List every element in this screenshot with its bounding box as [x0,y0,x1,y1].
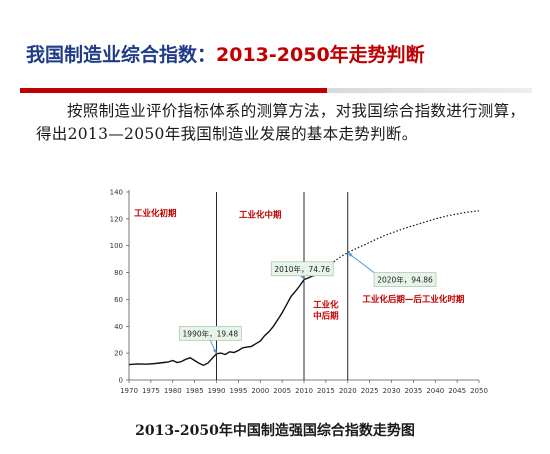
x-tick-label: 2020 [339,387,357,395]
x-tick-label: 2000 [251,387,269,395]
stage-label: 工业化 [313,299,339,310]
y-tick-label: 120 [110,215,123,223]
title-underline [20,88,532,93]
annotation-box [270,261,334,277]
x-tick-label: 2035 [404,387,422,395]
x-tick-label: 1975 [142,387,160,395]
annotation-arrowhead [347,252,353,257]
x-tick-label: 2040 [426,387,444,395]
x-tick-label: 2050 [470,387,488,395]
annotation-label: 2020年，94.86 [377,275,433,285]
y-tick-label: 20 [114,350,123,358]
y-tick-label: 80 [114,269,123,277]
slide-title-main: 我国制造业综合指数： [26,44,217,66]
x-tick-label: 2005 [273,387,291,395]
annotation-box [373,272,437,287]
annotation-box [179,325,242,341]
index-line-projected [316,210,480,276]
intro-paragraph: 按照制造业评价指标体系的测算方法，对我国综合指数进行测算，得出2013—2050… [36,102,526,143]
y-tick-label: 60 [114,296,123,304]
x-tick-label: 1970 [120,387,138,395]
slide-title-years: 2013-2050年走势判断 [216,44,425,66]
annotation-arrow [347,252,375,273]
x-tick-label: 2010 [295,387,313,395]
x-tick-label: 1995 [229,387,247,395]
y-tick-label: 100 [110,242,123,250]
annotation-label: 2010年，74.76 [274,264,330,274]
x-tick-label: 2015 [317,387,335,395]
y-tick-label: 40 [114,323,123,331]
stage-label: 工业化初期 [134,208,177,219]
stage-label: 中后期 [313,310,339,321]
x-tick-label: 2025 [361,387,379,395]
x-tick-label: 2030 [383,387,401,395]
index-line-historical [128,273,318,366]
y-tick-label: 0 [119,377,123,385]
x-tick-label: 1985 [186,387,204,395]
annotation-label: 1990年，19.48 [183,328,239,338]
x-tick-label: 2045 [448,387,466,395]
y-tick-label: 140 [110,189,123,197]
x-tick-label: 1990 [208,387,226,395]
slide-title: 我国制造业综合指数：2013-2050年走势判断 [26,40,425,67]
x-tick-label: 1980 [164,387,182,395]
annotation-arrowhead [212,348,217,354]
chart-caption: 2013-2050年中国制造强国综合指数走势图 [135,423,415,439]
stage-label: 工业化中期 [239,210,282,221]
stage-label: 工业化后期—后工业化时期 [362,294,465,305]
